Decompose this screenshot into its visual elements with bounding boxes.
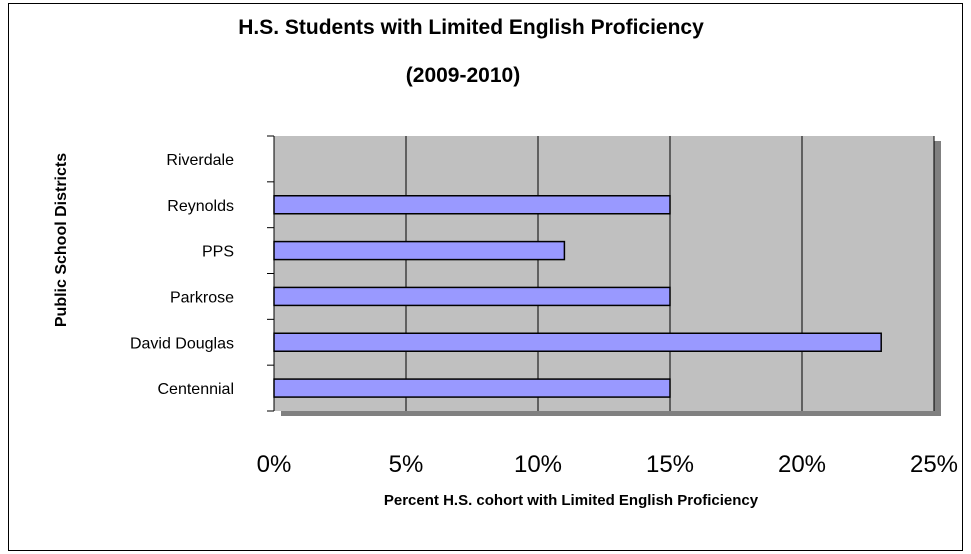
chart-subtitle: (2009-2010) — [406, 64, 520, 87]
bar-centennial — [273, 378, 671, 398]
x-tick-label: 10% — [514, 451, 562, 478]
chart-frame — [8, 3, 963, 551]
x-tick-label: 15% — [646, 451, 694, 478]
category-label: Riverdale — [166, 152, 234, 169]
x-axis-label: Percent H.S. cohort with Limited English… — [384, 492, 759, 509]
bar-pps — [273, 240, 566, 261]
bar-david-douglas — [273, 332, 882, 352]
plot-background — [274, 136, 934, 411]
x-tick-label: 25% — [910, 451, 958, 478]
category-label: PPS — [202, 244, 234, 261]
bar-parkrose — [273, 286, 671, 307]
category-label: Centennial — [158, 381, 235, 398]
x-tick-label: 0% — [257, 451, 292, 478]
category-label: Reynolds — [167, 198, 234, 215]
x-tick-label: 5% — [389, 451, 424, 478]
y-axis-label: Public School Districts — [53, 153, 70, 327]
x-tick-label: 20% — [778, 451, 826, 478]
category-label: Parkrose — [170, 289, 234, 306]
plot-area: Centennial David Douglas Parkrose PPS Reynol… — [130, 135, 958, 478]
chart-title: H.S. Students with Limited English Profi… — [238, 16, 704, 39]
bar-reynolds — [273, 195, 671, 215]
category-label: David Douglas — [130, 335, 234, 352]
